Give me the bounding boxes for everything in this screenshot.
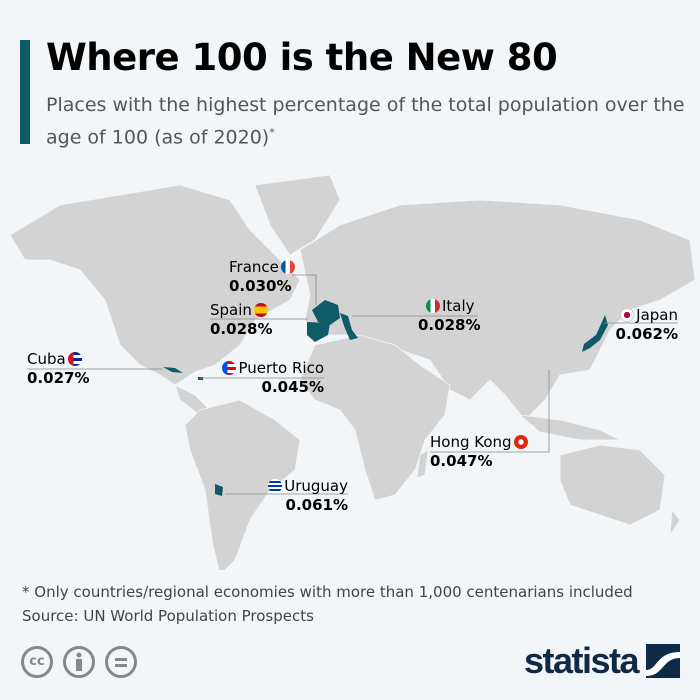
highlight-spain	[307, 322, 330, 342]
title-accent-bar	[20, 40, 30, 144]
world-map	[9, 174, 696, 570]
place-name: Spain	[210, 301, 252, 319]
australia	[559, 444, 666, 526]
label-japan: Japan 0.062%	[612, 306, 678, 344]
subtitle-text: Places with the highest percentage of th…	[46, 94, 685, 149]
greenland	[254, 174, 341, 256]
place-value: 0.061%	[285, 496, 348, 514]
north-america	[9, 184, 301, 386]
attribution-icon[interactable]	[63, 646, 95, 678]
highlight-cuba	[163, 367, 183, 373]
france-flag-icon	[280, 260, 295, 274]
place-name: Puerto Rico	[238, 359, 324, 377]
no-derivatives-icon[interactable]	[105, 646, 137, 678]
place-name: Italy	[442, 297, 475, 315]
indonesia	[518, 414, 621, 441]
label-puerto-rico: Puerto Rico 0.045%	[214, 359, 324, 397]
subtitle-mark: *	[269, 126, 275, 139]
africa	[299, 334, 451, 501]
source: Source: UN World Population Prospects	[22, 607, 314, 625]
place-value: 0.062%	[615, 325, 678, 343]
place-name: Hong Kong	[430, 433, 512, 451]
place-value: 0.045%	[261, 378, 324, 396]
cuba-flag-icon	[67, 352, 82, 366]
logo-text: statista	[523, 640, 640, 681]
leader-lines	[27, 274, 678, 495]
label-spain: Spain 0.028%	[210, 301, 272, 339]
place-name: Japan	[636, 306, 678, 324]
new-zealand	[669, 508, 681, 537]
highlight-uruguay	[215, 484, 223, 496]
label-hong-kong: Hong Kong 0.047%	[430, 433, 530, 471]
highlight-puerto-rico	[198, 377, 203, 380]
hong-kong-flag-icon	[513, 435, 528, 449]
statista-logo[interactable]: statista	[524, 640, 680, 682]
uruguay-flag-icon	[268, 479, 283, 493]
place-value: 0.047%	[430, 452, 493, 470]
footnote: * Only countries/regional economies with…	[22, 583, 633, 601]
label-cuba: Cuba 0.027%	[27, 350, 89, 388]
place-value: 0.028%	[210, 320, 273, 338]
spain-flag-icon	[253, 303, 268, 317]
place-value: 0.027%	[27, 369, 90, 387]
place-name: Uruguay	[284, 477, 348, 495]
highlight-italy	[340, 313, 358, 340]
cc-icon[interactable]: cc	[21, 646, 53, 678]
place-value: 0.028%	[418, 316, 481, 334]
puerto-rico-flag-icon	[222, 361, 237, 375]
highlight-japan	[582, 315, 608, 352]
south-america	[184, 399, 301, 570]
place-value: 0.030%	[229, 277, 292, 295]
label-france: France 0.030%	[229, 258, 297, 296]
place-name: Cuba	[27, 350, 66, 368]
notes: * Only countries/regional economies with…	[22, 580, 633, 628]
subtitle: Places with the highest percentage of th…	[46, 92, 696, 151]
statista-logo-icon	[646, 644, 680, 678]
italy-flag-icon	[426, 299, 440, 313]
page-title: Where 100 is the New 80	[46, 36, 558, 79]
label-italy: Italy 0.028%	[418, 297, 480, 335]
japan-flag-icon	[620, 308, 635, 322]
highlight-france	[312, 300, 340, 325]
place-name: France	[229, 258, 279, 276]
label-uruguay: Uruguay 0.061%	[262, 477, 348, 515]
madagascar	[416, 449, 429, 479]
